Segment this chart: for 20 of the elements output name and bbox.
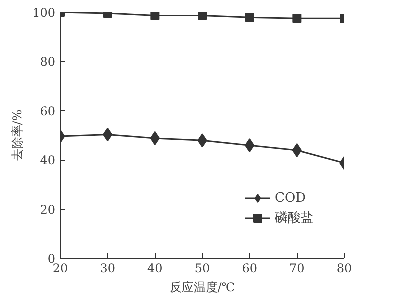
y-axis-title: 去除率/% <box>10 110 25 162</box>
x-tick-label: 20 <box>52 262 68 276</box>
x-axis-title: 反应温度/℃ <box>170 280 236 294</box>
point <box>150 12 160 20</box>
y-tick-label: 100 <box>32 6 56 20</box>
x-tick-label: 50 <box>194 262 210 276</box>
legend-label: 磷酸盐 <box>275 210 314 227</box>
x-tick-label: 60 <box>242 262 258 276</box>
y-tick-label: 20 <box>40 202 56 217</box>
y-tick-label: 40 <box>40 154 56 168</box>
legend-label: COD <box>275 190 306 206</box>
x-tick-label: 40 <box>148 262 163 276</box>
y-tick-label: 60 <box>40 104 56 118</box>
point <box>198 12 207 20</box>
point <box>245 13 254 22</box>
point <box>292 14 302 24</box>
x-tick-label: 80 <box>336 262 352 276</box>
x-tick-label: 30 <box>100 262 116 276</box>
x-tick-label: 70 <box>290 262 305 276</box>
y-tick-label: 80 <box>40 55 56 70</box>
